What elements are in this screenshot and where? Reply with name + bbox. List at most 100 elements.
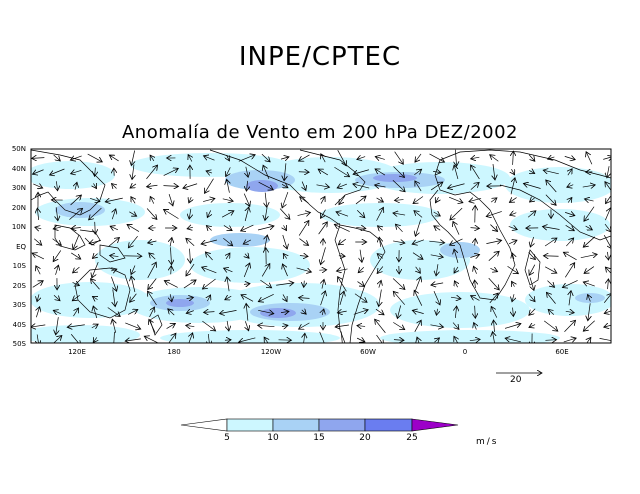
- wind-vector: [433, 290, 440, 305]
- wind-vector: [37, 334, 39, 343]
- wind-vectors: [31, 149, 611, 343]
- wind-vector: [586, 152, 593, 165]
- wind-vector: [32, 253, 45, 260]
- wind-vector: [413, 196, 424, 204]
- wind-vector: [435, 197, 438, 203]
- wind-vector: [454, 281, 457, 288]
- wind-vector: [563, 338, 576, 342]
- wind-vector: [131, 197, 135, 204]
- wind-vector: [583, 282, 595, 286]
- wind-vector: [336, 269, 348, 271]
- wind-vector: [171, 266, 172, 275]
- wind-vector: [565, 212, 575, 215]
- wind-vector: [227, 320, 229, 331]
- wind-vector: [207, 295, 210, 302]
- wind-vector: [31, 325, 46, 327]
- wind-vector: [490, 198, 497, 202]
- wind-vector: [588, 294, 591, 302]
- wind-vector: [414, 211, 423, 218]
- wind-vector: [353, 184, 370, 189]
- wind-vector: [221, 211, 234, 218]
- wind-vector: [337, 311, 347, 313]
- wind-vector: [319, 331, 327, 343]
- wind-vector: [338, 238, 346, 245]
- wind-vector: [95, 167, 96, 177]
- wind-vector: [107, 307, 120, 317]
- wind-vector: [258, 181, 274, 190]
- wind-vector: [296, 267, 312, 272]
- wind-vector: [281, 184, 288, 187]
- wind-vector: [302, 310, 306, 314]
- wind-vector: [170, 238, 172, 247]
- wind-vector: [283, 294, 287, 301]
- wind-vector: [283, 253, 286, 258]
- wind-vector: [562, 280, 578, 287]
- wind-vector: [89, 240, 101, 243]
- wind-vector: [564, 156, 575, 159]
- wind-vector: [263, 165, 270, 179]
- wind-vector: [489, 293, 498, 304]
- wind-vector: [375, 319, 386, 333]
- wind-vector: [56, 207, 58, 220]
- wind-vector: [279, 208, 290, 220]
- wind-vector: [337, 184, 348, 188]
- wind-vector: [544, 238, 557, 247]
- colorbar: [180, 418, 459, 432]
- wind-vector: [605, 182, 611, 191]
- wind-vector: [584, 199, 594, 201]
- wind-vector: [430, 255, 444, 257]
- wind-vector: [356, 210, 365, 218]
- map-frame: [30, 148, 612, 344]
- wind-vector: [202, 278, 216, 289]
- colorbar-label-5: 5: [224, 433, 230, 443]
- wind-vector: [32, 158, 45, 159]
- wind-vector: [73, 266, 80, 273]
- wind-vector: [530, 277, 534, 291]
- wind-vector: [36, 266, 40, 275]
- wind-vector: [492, 332, 495, 343]
- shaded-anomaly-layer: [31, 149, 611, 343]
- wind-vector: [509, 198, 517, 203]
- wind-vector: [565, 224, 575, 230]
- wind-vector: [490, 155, 499, 162]
- colorbar-label-25: 25: [406, 433, 418, 443]
- wind-vector: [207, 210, 210, 217]
- wind-vector: [127, 224, 140, 232]
- map-subtitle: Anomalía de Vento em 200 hPa DEZ/2002: [121, 122, 519, 143]
- colorbar-high-triangle: [411, 418, 459, 432]
- wind-vector: [258, 310, 274, 313]
- wind-vector: [261, 153, 270, 162]
- wind-vector: [334, 224, 350, 232]
- wind-vector: [321, 196, 325, 204]
- wind-vector: [223, 225, 232, 230]
- wind-vector: [564, 320, 575, 332]
- wind-vector: [529, 170, 534, 173]
- wind-vector: [95, 221, 96, 234]
- wind-vector: [129, 212, 136, 216]
- wind-vector: [110, 226, 119, 230]
- wind-vector: [429, 241, 444, 243]
- wind-vector: [243, 240, 251, 244]
- wind-vector: [394, 151, 404, 165]
- wind-vector: [245, 321, 248, 330]
- wind-vector: [169, 194, 173, 206]
- wind-vector: [202, 267, 217, 274]
- wind-vector: [454, 266, 458, 273]
- wind-vector: [356, 227, 366, 228]
- wind-vector: [320, 209, 326, 219]
- wind-vector: [475, 239, 476, 246]
- wind-vector: [377, 254, 384, 259]
- wind-vector: [73, 234, 80, 250]
- wind-vector: [474, 323, 477, 330]
- wind-vector: [507, 266, 519, 273]
- wind-vector: [168, 333, 176, 343]
- wind-vector: [334, 166, 349, 177]
- wind-vector: [282, 264, 288, 277]
- wind-vector: [340, 331, 343, 343]
- wind-vector: [588, 303, 590, 320]
- wind-vector: [183, 183, 198, 188]
- wind-vector: [91, 324, 98, 328]
- wind-vector: [434, 226, 441, 230]
- wind-vector: [375, 169, 386, 176]
